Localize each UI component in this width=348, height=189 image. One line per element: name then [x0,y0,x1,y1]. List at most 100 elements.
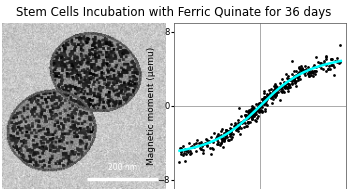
Point [291,79,297,82]
Point [300,67,305,70]
Point [253,112,258,115]
Point [309,71,314,74]
Point [252,108,257,111]
Point [224,131,229,134]
Point [245,122,251,125]
Point [215,138,220,141]
Point [265,94,271,97]
Point [249,104,255,107]
Point [245,110,251,113]
Point [268,87,274,90]
Point [188,152,193,155]
Point [223,133,229,136]
Point [236,125,242,128]
Point [292,81,298,84]
Point [279,85,285,88]
Point [221,140,227,143]
Point [309,70,315,73]
Point [283,86,288,89]
Point [279,77,284,80]
Point [220,138,226,141]
Point [197,146,203,149]
Point [273,84,279,87]
Point [221,136,226,139]
Point [326,64,332,67]
Point [251,108,257,111]
Point [267,91,273,94]
Point [321,61,327,64]
Point [286,83,292,86]
Point [227,132,232,135]
Point [273,90,278,93]
Point [235,124,240,127]
Point [206,141,211,144]
Point [250,113,255,116]
Point [228,127,234,130]
Point [214,135,220,138]
Point [198,147,204,150]
Point [227,126,233,129]
Point [213,136,219,139]
Point [336,61,342,64]
Point [296,74,302,77]
Point [245,109,251,112]
Point [318,67,324,70]
Point [270,89,275,92]
Point [306,74,311,77]
Point [187,150,192,153]
Point [216,134,221,137]
Point [296,66,302,69]
Point [248,110,254,113]
Point [254,108,259,111]
Point [261,91,267,94]
Point [230,132,236,136]
Point [301,72,307,75]
Point [291,78,297,81]
Point [302,70,308,73]
Point [196,142,202,145]
Point [258,110,263,113]
Point [236,122,241,125]
Point [252,119,258,122]
Point [257,104,263,107]
Point [189,144,195,147]
Point [271,88,277,91]
Point [250,117,255,120]
Point [220,139,225,142]
Point [261,103,267,106]
Point [193,142,198,145]
Point [328,58,334,61]
Point [295,74,301,77]
Point [215,142,221,145]
Point [316,64,322,67]
Point [284,86,290,89]
Point [330,64,335,67]
Point [222,133,228,136]
Point [292,80,297,83]
Point [244,125,250,128]
Point [331,66,337,69]
Point [305,72,311,75]
Point [332,60,338,63]
Point [229,135,235,138]
Point [221,132,227,135]
Point [243,115,249,118]
Point [308,74,314,77]
Point [305,73,311,76]
Point [234,129,239,132]
Point [217,144,222,147]
Point [203,141,208,144]
Point [323,56,329,59]
Point [313,66,319,69]
Point [256,111,262,114]
Point [228,128,234,131]
Point [299,68,305,71]
Point [244,124,249,127]
Point [264,103,270,106]
Point [291,78,296,81]
Point [198,140,204,143]
Point [218,133,223,136]
Point [313,73,318,76]
Point [207,147,213,150]
Point [273,91,279,94]
